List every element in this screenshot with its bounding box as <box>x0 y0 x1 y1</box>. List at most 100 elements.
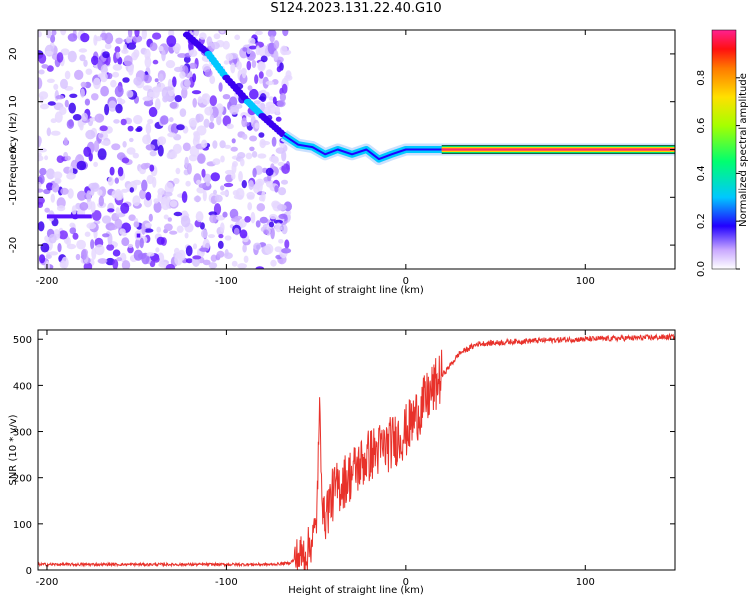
noise-blob <box>255 178 265 187</box>
noise-blob <box>102 233 110 238</box>
noise-blob <box>121 157 130 164</box>
snr-y-ticks: 0 100 200 300 400 500 <box>13 335 675 577</box>
noise-blob <box>149 164 155 172</box>
noise-blob <box>248 45 258 50</box>
noise-blob <box>66 172 76 180</box>
noise-blob <box>104 103 110 116</box>
spectrogram-y-tick-label: 10 <box>8 95 19 108</box>
noise-blob <box>188 62 198 69</box>
noise-blob <box>127 30 133 38</box>
noise-blob <box>133 49 140 58</box>
noise-blob <box>222 94 231 100</box>
snr-series-line <box>38 332 675 570</box>
noise-blob <box>53 83 59 90</box>
noise-blob <box>80 32 90 43</box>
noise-blob <box>41 64 49 69</box>
noise-blob <box>203 173 212 183</box>
noise-blob <box>255 45 261 56</box>
noise-blob <box>220 191 229 196</box>
noise-blob <box>281 224 288 235</box>
noise-blob <box>254 30 263 36</box>
noise-blob <box>98 195 105 207</box>
noise-blob <box>260 140 271 146</box>
noise-blob <box>249 88 259 100</box>
noise-blob <box>230 62 236 74</box>
noise-blob <box>121 260 131 269</box>
noise-blob <box>239 229 248 239</box>
noise-blob <box>252 167 257 178</box>
noise-blob <box>146 252 155 257</box>
noise-blob <box>110 79 117 88</box>
noise-blob <box>39 95 44 104</box>
noise-blob <box>255 266 265 269</box>
noise-blob <box>231 138 236 144</box>
noise-blob <box>201 139 208 148</box>
noise-blob <box>83 146 92 157</box>
noise-blob <box>183 56 191 63</box>
noise-blob <box>97 258 108 264</box>
noise-blob <box>158 45 164 52</box>
noise-blob <box>222 40 230 50</box>
noise-blob <box>241 117 248 128</box>
noise-blob <box>275 116 282 122</box>
noise-blob <box>75 253 81 261</box>
colorbar-label: Normalized spectral amplitude <box>738 73 749 227</box>
noise-blob <box>251 151 258 158</box>
noise-blob <box>109 166 115 176</box>
colorbar-gradient <box>711 29 737 270</box>
noise-blob <box>99 133 104 138</box>
noise-blob <box>216 115 222 126</box>
noise-blob <box>228 96 238 107</box>
noise-blob <box>116 190 124 201</box>
noise-blob <box>213 33 221 40</box>
noise-blob <box>144 222 152 228</box>
noise-blob <box>97 148 107 160</box>
noise-blob <box>67 188 74 199</box>
noise-blob <box>193 132 201 142</box>
noise-blob <box>265 80 275 86</box>
noise-blob <box>79 54 86 62</box>
noise-blob <box>247 202 253 211</box>
noise-blob <box>185 180 191 187</box>
noise-blob <box>201 229 208 239</box>
noise-blob <box>119 228 126 235</box>
noise-blob <box>39 254 46 264</box>
noise-blob <box>38 196 45 205</box>
noise-blob <box>93 140 100 153</box>
noise-blob <box>198 183 207 189</box>
noise-blob <box>258 71 264 79</box>
noise-blob <box>265 69 273 77</box>
noise-blob <box>143 74 152 84</box>
snr-frame <box>37 329 676 571</box>
noise-blob <box>174 247 180 255</box>
noise-blob <box>275 222 282 233</box>
noise-blob <box>214 194 223 203</box>
noise-blob <box>145 191 152 201</box>
noise-blob <box>104 32 114 45</box>
noise-blob <box>271 156 279 164</box>
noise-blob <box>204 106 214 116</box>
noise-blob <box>167 132 177 138</box>
noise-blob <box>153 201 162 213</box>
noise-blob <box>167 217 172 222</box>
noise-blob <box>68 165 74 176</box>
noise-blob <box>165 263 176 269</box>
noise-blob <box>174 253 183 266</box>
noise-blob <box>245 152 253 160</box>
noise-blob <box>273 40 280 49</box>
noise-blob <box>180 215 191 228</box>
noise-blob <box>182 142 191 152</box>
noise-blob <box>85 129 96 140</box>
noise-blob <box>67 50 77 63</box>
noise-blob <box>155 247 160 253</box>
noise-blob <box>101 215 112 224</box>
noise-blob <box>258 61 265 71</box>
noise-blob <box>275 105 280 115</box>
noise-blob <box>55 95 65 100</box>
noise-blob <box>132 35 143 43</box>
noise-blob <box>157 136 164 148</box>
noise-blob <box>147 119 154 124</box>
noise-blob <box>225 53 234 61</box>
noise-blob <box>196 179 202 185</box>
